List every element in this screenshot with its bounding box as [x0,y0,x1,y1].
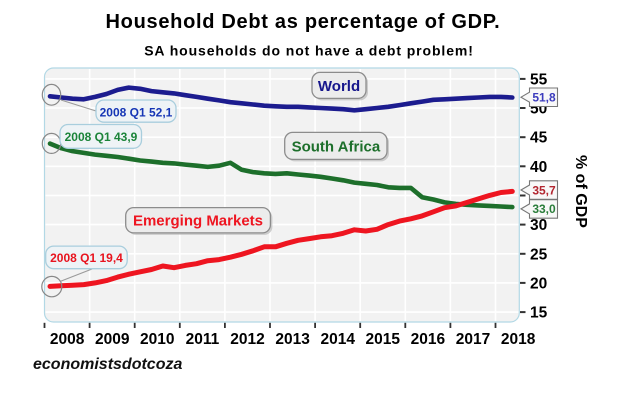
svg-text:SA households do not have a de: SA households do not have a debt problem… [144,43,474,59]
svg-text:2008: 2008 [50,331,85,348]
svg-text:2013: 2013 [275,331,310,348]
svg-text:2014: 2014 [320,331,355,348]
svg-text:economistsdotcoza: economistsdotcoza [33,356,182,373]
svg-text:2017: 2017 [456,331,490,348]
svg-text:55: 55 [530,71,548,88]
svg-text:2012: 2012 [230,331,264,348]
svg-text:40: 40 [530,159,547,176]
svg-text:2010: 2010 [140,331,174,348]
svg-text:World: World [318,78,360,95]
svg-text:2008 Q1 52,1: 2008 Q1 52,1 [100,105,173,119]
svg-text:30: 30 [530,217,547,234]
svg-text:15: 15 [530,305,548,322]
svg-text:2011: 2011 [186,331,220,348]
svg-text:% of GDP: % of GDP [572,155,589,228]
svg-text:Emerging Markets: Emerging Markets [133,213,263,230]
svg-text:South Africa: South Africa [292,138,381,155]
svg-text:25: 25 [530,246,548,263]
svg-text:45: 45 [530,130,548,147]
svg-text:35,7: 35,7 [532,183,556,197]
svg-text:2018: 2018 [501,331,536,348]
svg-text:2008 Q1 43,9: 2008 Q1 43,9 [65,130,138,144]
svg-text:51,8: 51,8 [532,91,556,105]
svg-text:Household Debt as percentage o: Household Debt as percentage of GDP. [106,11,501,33]
svg-text:20: 20 [530,275,547,292]
svg-text:2008 Q1 19,4: 2008 Q1 19,4 [50,251,123,265]
svg-text:2016: 2016 [411,331,446,348]
svg-text:2009: 2009 [95,331,130,348]
svg-text:2015: 2015 [366,331,401,348]
svg-text:33,0: 33,0 [532,202,556,216]
